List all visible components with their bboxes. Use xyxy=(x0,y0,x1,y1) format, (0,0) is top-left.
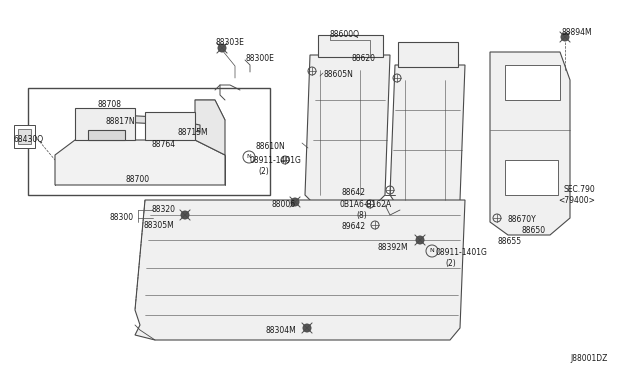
Text: 88715M: 88715M xyxy=(178,128,209,137)
Polygon shape xyxy=(18,129,31,144)
Polygon shape xyxy=(88,130,125,140)
Text: 88700: 88700 xyxy=(126,175,150,184)
Polygon shape xyxy=(490,52,570,235)
Text: 88670Y: 88670Y xyxy=(507,215,536,224)
Polygon shape xyxy=(318,35,383,57)
Text: (8): (8) xyxy=(356,211,367,220)
Circle shape xyxy=(303,324,311,332)
Text: (2): (2) xyxy=(445,259,456,268)
Polygon shape xyxy=(195,100,225,155)
Text: <79400>: <79400> xyxy=(558,196,595,205)
Text: 88610N: 88610N xyxy=(255,142,285,151)
Text: 88605N: 88605N xyxy=(323,70,353,79)
Text: 88300: 88300 xyxy=(110,213,134,222)
Text: N: N xyxy=(429,248,435,253)
Polygon shape xyxy=(305,55,390,205)
Circle shape xyxy=(181,211,189,219)
Polygon shape xyxy=(55,140,225,185)
Text: 88894M: 88894M xyxy=(561,28,591,37)
Text: 88392M: 88392M xyxy=(378,243,408,252)
Polygon shape xyxy=(120,115,178,125)
Text: 88642: 88642 xyxy=(342,188,366,197)
Text: 88600Q: 88600Q xyxy=(330,30,360,39)
Text: 08911-1401G: 08911-1401G xyxy=(250,156,302,165)
Text: 88708: 88708 xyxy=(98,100,122,109)
Polygon shape xyxy=(75,108,135,140)
Text: 88304M: 88304M xyxy=(265,326,296,335)
Text: 88655: 88655 xyxy=(498,237,522,246)
Polygon shape xyxy=(175,120,200,132)
Text: 88305M: 88305M xyxy=(143,221,173,230)
Polygon shape xyxy=(505,65,560,100)
Circle shape xyxy=(218,44,226,52)
Text: J88001DZ: J88001DZ xyxy=(570,354,607,363)
Text: 08911-1401G: 08911-1401G xyxy=(435,248,487,257)
Text: 88320: 88320 xyxy=(152,205,176,214)
Text: 88764: 88764 xyxy=(152,140,176,149)
Polygon shape xyxy=(145,112,195,140)
Polygon shape xyxy=(135,200,465,340)
Text: 88620: 88620 xyxy=(352,54,376,63)
Polygon shape xyxy=(390,65,465,210)
Polygon shape xyxy=(398,42,458,67)
Circle shape xyxy=(416,236,424,244)
Text: 88006: 88006 xyxy=(272,200,296,209)
Text: 88650: 88650 xyxy=(522,226,546,235)
Polygon shape xyxy=(505,160,558,195)
Text: N: N xyxy=(246,154,252,160)
Polygon shape xyxy=(14,125,35,148)
Text: 89642: 89642 xyxy=(342,222,366,231)
Text: (2): (2) xyxy=(258,167,269,176)
Polygon shape xyxy=(28,88,270,195)
Text: SEC.790: SEC.790 xyxy=(563,185,595,194)
Text: 68430Q: 68430Q xyxy=(14,135,44,144)
Text: 0B1A6-B162A: 0B1A6-B162A xyxy=(340,200,392,209)
Text: 88300E: 88300E xyxy=(245,54,274,63)
Circle shape xyxy=(291,198,299,206)
Text: 88303E: 88303E xyxy=(215,38,244,47)
Circle shape xyxy=(561,33,569,41)
Text: 88817N: 88817N xyxy=(105,117,134,126)
